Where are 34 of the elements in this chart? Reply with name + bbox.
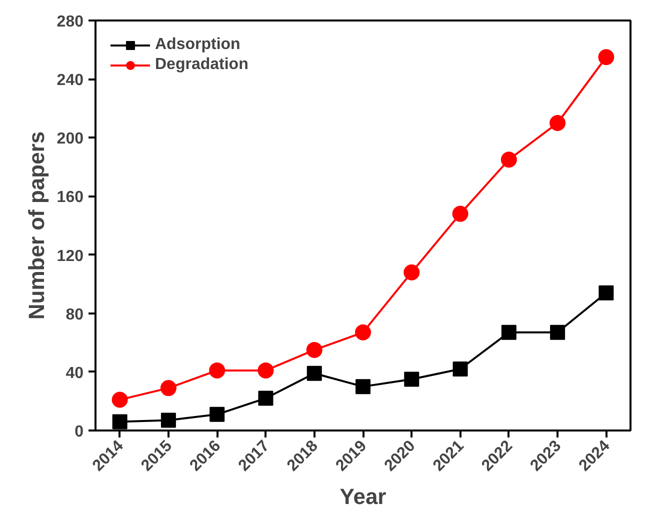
legend-label: Adsorption (155, 36, 240, 54)
y-tick-label: 120 (56, 248, 84, 265)
y-axis-title: Number of papers (24, 131, 49, 320)
point (306, 366, 322, 381)
point (160, 380, 176, 396)
point (452, 362, 468, 376)
point (500, 152, 517, 168)
point (258, 362, 274, 378)
point (112, 392, 128, 408)
point (209, 362, 226, 378)
point (112, 414, 128, 430)
legend-label: Degradation (155, 56, 248, 74)
y-tick-label: 200 (56, 130, 84, 148)
point (355, 324, 371, 340)
y-tick-label: 280 (56, 14, 84, 30)
point (210, 406, 225, 422)
point (598, 285, 614, 300)
y-tick-label: 80 (66, 306, 84, 324)
point (598, 49, 614, 66)
y-tick-label: 0 (74, 424, 84, 440)
point (404, 264, 420, 280)
point (550, 115, 566, 131)
point (258, 390, 274, 406)
y-tick-label: 240 (56, 72, 84, 90)
y-tick-label: 160 (56, 189, 84, 206)
point (404, 372, 420, 387)
x-axis-title: Year (340, 484, 387, 510)
point (501, 324, 516, 340)
point (452, 206, 468, 222)
point (306, 342, 322, 358)
point (356, 379, 370, 394)
point (160, 412, 176, 428)
y-tick-label: 40 (66, 364, 84, 382)
point (550, 324, 566, 340)
